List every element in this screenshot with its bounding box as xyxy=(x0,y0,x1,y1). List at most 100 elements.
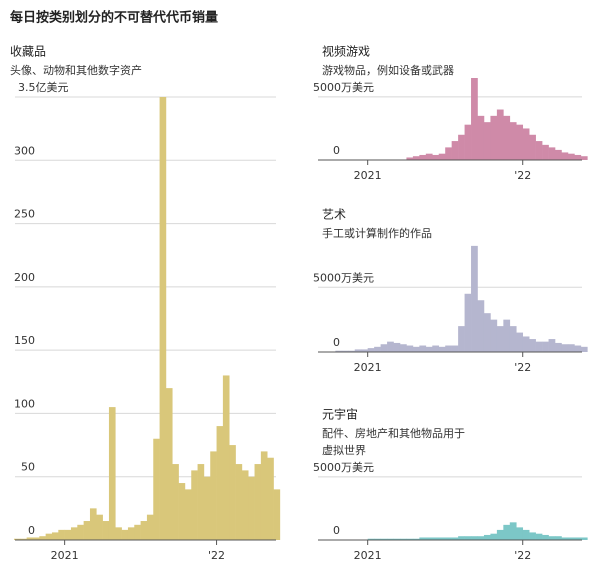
bar xyxy=(387,341,394,352)
panel-title: 元宇宙 xyxy=(322,407,358,422)
bar xyxy=(509,122,517,160)
panel-title: 视频游戏 xyxy=(322,44,370,59)
bar xyxy=(77,524,84,540)
bar xyxy=(535,141,543,160)
bar xyxy=(203,476,211,540)
bar xyxy=(483,122,491,160)
x-tick-label: '22 xyxy=(514,549,531,562)
bar xyxy=(341,350,349,352)
bar xyxy=(260,451,268,540)
bar xyxy=(471,536,478,540)
bar xyxy=(561,537,569,540)
y-tick-label: 3.5亿美元 xyxy=(18,81,69,94)
bar xyxy=(58,529,65,540)
bar xyxy=(432,537,440,540)
chart-title: 每日按类别划分的不可替代代币销量 xyxy=(10,10,218,26)
bar xyxy=(522,529,530,540)
bar xyxy=(425,537,433,540)
x-tick-label: 2021 xyxy=(354,169,382,182)
bar xyxy=(522,128,530,160)
bar xyxy=(580,156,588,160)
bar xyxy=(419,537,427,540)
bar xyxy=(542,144,549,160)
x-tick-label: 2021 xyxy=(354,549,382,562)
bar xyxy=(477,300,485,352)
bar xyxy=(134,524,141,540)
panel-subtitle: 头像、动物和其他数字资产 xyxy=(10,63,142,77)
bar xyxy=(178,483,186,540)
y-tick-label: 0 xyxy=(333,524,340,537)
bar xyxy=(165,388,173,540)
bar xyxy=(567,153,575,160)
bar xyxy=(464,124,472,160)
bar xyxy=(83,521,91,540)
bar xyxy=(348,350,356,352)
y-tick-label: 200 xyxy=(14,271,35,284)
bar xyxy=(216,426,224,540)
bar xyxy=(438,346,446,352)
bar xyxy=(471,245,478,352)
bar xyxy=(496,109,504,160)
bar xyxy=(555,149,562,160)
bar xyxy=(477,536,485,540)
bar xyxy=(542,534,549,540)
bar xyxy=(503,524,511,540)
bar xyxy=(516,124,524,160)
bar xyxy=(222,375,230,540)
panel-title: 艺术 xyxy=(322,208,346,222)
bar xyxy=(393,538,401,540)
bar xyxy=(399,344,407,352)
bar xyxy=(445,147,452,160)
bar xyxy=(496,326,504,352)
bar xyxy=(529,339,536,352)
bar xyxy=(14,538,21,540)
bar xyxy=(483,534,491,540)
bar xyxy=(471,78,478,160)
bar xyxy=(159,97,167,540)
bar xyxy=(451,537,459,540)
bar xyxy=(580,537,588,540)
bar xyxy=(419,345,427,352)
bar xyxy=(406,345,414,352)
bar xyxy=(172,464,179,540)
bar xyxy=(26,537,34,540)
bar xyxy=(548,339,556,352)
bar xyxy=(574,537,582,540)
bar xyxy=(535,533,543,540)
bar xyxy=(367,348,375,352)
bar xyxy=(464,293,472,352)
bar xyxy=(425,153,433,160)
y-tick-label: 300 xyxy=(14,144,35,157)
bar xyxy=(477,115,485,160)
x-tick-label: 2021 xyxy=(354,361,382,374)
bar xyxy=(445,345,452,352)
bar xyxy=(115,527,122,540)
panel-title: 收藏品 xyxy=(10,45,46,59)
bar xyxy=(509,522,517,540)
bar xyxy=(387,538,394,540)
bar xyxy=(522,336,530,352)
bar xyxy=(432,154,440,160)
x-tick-label: '22 xyxy=(514,169,531,182)
bar xyxy=(89,508,97,540)
bar xyxy=(235,464,243,540)
y-tick-label: 50 xyxy=(21,461,35,474)
bar xyxy=(380,344,388,352)
bar xyxy=(503,319,511,352)
x-tick-label: 2021 xyxy=(51,549,79,562)
bar xyxy=(574,345,582,352)
bar xyxy=(64,529,72,540)
bar xyxy=(529,134,536,160)
bar xyxy=(555,536,562,540)
bar xyxy=(140,521,148,540)
bar xyxy=(32,537,40,540)
bar xyxy=(490,115,498,160)
bar xyxy=(542,341,549,352)
bar xyxy=(393,342,401,352)
bar xyxy=(529,532,536,540)
bar xyxy=(96,514,103,540)
bar xyxy=(241,470,249,540)
y-tick-label: 150 xyxy=(14,334,35,347)
bar xyxy=(548,536,556,540)
